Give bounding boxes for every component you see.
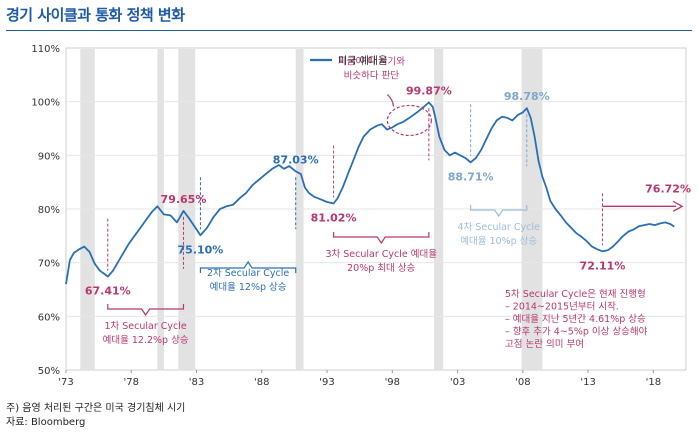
x-tick-label: '73: [58, 377, 73, 388]
cycle5-note-line: 5차 Secular Cycle은 현재 진행형: [505, 288, 646, 300]
title-divider: [6, 30, 692, 31]
trough-label: 67.41%: [85, 285, 131, 298]
cycle-annotations-group: 1차 Secular Cycle 예대율 12.2%p 상승 2차 Secular …: [103, 205, 540, 346]
x-tick-label: '03: [450, 377, 465, 388]
cycle5-note-line: – 2014~2015년부터 시작.: [505, 302, 619, 313]
cycle-label-4: 예대율 10%p 상승: [460, 236, 537, 247]
legend: 미국 예대율: [310, 55, 387, 67]
cycle5-note-line: – 예대율 지난 5년간 4.61%p 상승: [505, 314, 646, 325]
y-tick-label: 50%: [38, 366, 60, 377]
peak-trough-guides: [107, 104, 603, 271]
data-labels-group: 79.65% 87.03% 99.87% 98.78% 67.41% 75.10% 81.0…: [85, 84, 691, 297]
cycle-label-2: 2차 Secular Cycle: [207, 267, 289, 279]
cycle-label-1: 1차 Secular Cycle: [104, 320, 186, 332]
cycle-label-4: 4차 Secular Cycle: [458, 221, 540, 233]
x-axis-tick-labels: '73 '78 '83 '88 '93 '98 '03 '08 '13 '18: [58, 370, 661, 388]
series-line-loan-deposit-ratio: [65, 101, 675, 285]
y-tick-label: 100%: [31, 98, 60, 109]
cycle5-note-line: – 향후 추가 4~5%p 이상 상승해야: [505, 326, 648, 338]
callout-text: 비슷하다 판단: [344, 69, 400, 81]
cycle-label-3: 3차 Secular Cycle 예대율: [325, 248, 437, 260]
cycle5-note: 5차 Secular Cycle은 현재 진행형 – 2014~2015년부터 시…: [505, 288, 648, 350]
footer-source: 자료: Bloomberg: [6, 417, 86, 428]
peak-label: 87.03%: [273, 153, 319, 166]
x-tick-label: '08: [515, 377, 530, 388]
trough-label: 72.11%: [580, 259, 626, 272]
footer-note: 주) 음영 처리된 구간은 미국 경기침체 시기: [6, 403, 186, 414]
x-tick-label: '18: [646, 377, 661, 388]
x-tick-label: '88: [254, 377, 269, 388]
callout-text: 지금이 이 시기와: [338, 55, 405, 67]
cycle-bracket-3: [332, 232, 430, 245]
trough-label: 81.02%: [311, 212, 357, 225]
y-tick-label: 80%: [38, 205, 60, 216]
grid-lines-group: [66, 101, 686, 317]
cycle-bracket-2: [199, 260, 297, 273]
x-tick-label: '78: [124, 377, 139, 388]
peak-label: 79.65%: [161, 193, 207, 206]
x-tick-label: '13: [580, 377, 595, 388]
cycle-bracket-1: [107, 304, 185, 317]
cycle-label-2: 예대율 12%p 상승: [210, 282, 287, 293]
cycle-label-1: 예대율 12.2%p 상승: [103, 335, 189, 346]
footer: 주) 음영 처리된 구간은 미국 경기침체 시기 자료: Bloomberg: [6, 402, 185, 430]
y-tick-label: 60%: [38, 312, 60, 323]
cycle5-note-line: 고점 논란 의미 부여: [505, 338, 584, 350]
peak-label: 98.78%: [504, 90, 550, 103]
trough-label: 88.71%: [448, 170, 494, 183]
page-title: 경기 사이클과 통화 정책 변화: [6, 6, 185, 24]
cycle-bracket-4: [470, 205, 528, 218]
loan-to-deposit-chart: 50%60%70%80%90%100%110% '73'78'83'88'93 '…: [31, 44, 691, 388]
x-tick-label: '83: [189, 377, 204, 388]
y-tick-label: 70%: [38, 259, 60, 270]
trough-label: 75.10%: [178, 243, 224, 256]
x-tick-label: '98: [385, 377, 400, 388]
x-tick-label: '93: [319, 377, 334, 388]
legend-label: 미국 예대율: [338, 55, 387, 67]
y-tick-label: 90%: [38, 151, 60, 162]
callout-pointer: [386, 94, 394, 107]
current-arrow-head: [672, 200, 684, 212]
peak-label: 99.87%: [406, 84, 452, 97]
y-axis-tick-labels: 50% 60% 70% 80% 90% 100% 110%: [31, 44, 60, 377]
current-value-label: 76.72%: [645, 182, 691, 195]
cycle-label-3: 20%p 최대 상승: [347, 263, 415, 274]
y-tick-label: 110%: [31, 44, 60, 55]
callout-ellipse: [386, 104, 432, 137]
